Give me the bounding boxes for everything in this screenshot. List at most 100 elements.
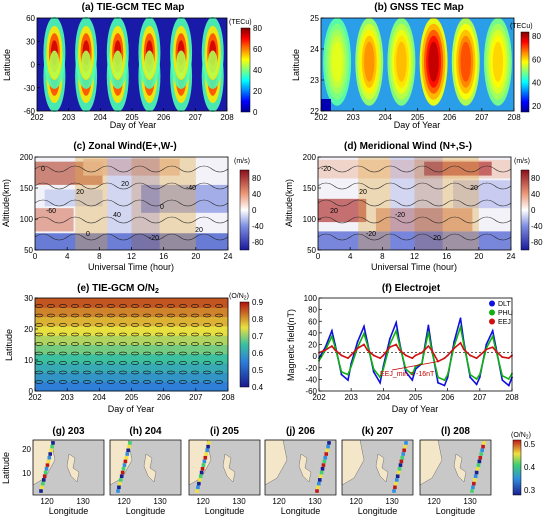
map-track-point [201, 463, 206, 467]
on2-contour [179, 323, 187, 327]
on2-contour [143, 342, 151, 346]
map-xlabel: Longitude [205, 506, 245, 516]
series-point-dlt [501, 379, 504, 381]
map-track-point [326, 444, 330, 449]
series-point-eej [411, 357, 414, 360]
panel-b-title: (b) GNSS TEC Map [374, 2, 463, 13]
series-point-phu [459, 326, 462, 328]
on2-contour [143, 370, 151, 375]
map-track-point [39, 489, 43, 493]
panel-e-colorbar-ticks: 0.9 0.8 0.7 0.6 0.5 0.4 [252, 298, 264, 392]
series-point-dlt [372, 370, 375, 373]
map-track-point [122, 463, 127, 467]
on2-contour [35, 332, 43, 337]
map-track-point [202, 459, 207, 464]
series-point-phu [491, 335, 494, 338]
on2-contour [47, 361, 55, 365]
map-track-point [49, 448, 53, 453]
panel-e-x-tick-label: 207 [189, 393, 203, 402]
c-cbar-tick-label: -40 [252, 222, 264, 231]
on2-contour [131, 342, 139, 346]
on2-contour [47, 313, 55, 318]
on2-contour [179, 380, 187, 384]
map-x-tick-label: 120 [117, 497, 131, 506]
series-point-dlt [459, 317, 462, 320]
on2-contour [131, 304, 139, 308]
series-point-eej [478, 354, 481, 357]
panel-f-x-tick-label: 206 [441, 393, 455, 402]
d-wind-band [318, 231, 511, 250]
legend-label-eej: EEJ [498, 319, 511, 326]
on2-contour [119, 370, 127, 375]
panel-e-cbar-tick-label: 0.9 [252, 298, 264, 307]
c-x-tick-label: 4 [65, 252, 70, 261]
on2-contour [83, 361, 91, 365]
on2-contour [155, 370, 163, 375]
panel-f-xlabel: Day of Year [392, 404, 439, 414]
panel-b-y-tick-label: 24 [310, 45, 319, 54]
series-point-phu [347, 373, 349, 376]
on2-contour [59, 351, 67, 356]
on2-contour [119, 342, 127, 346]
map-track-point [394, 481, 398, 486]
on2-contour [155, 304, 163, 308]
c-contour [34, 165, 229, 173]
on2-band [35, 335, 228, 345]
on2-contour [155, 351, 163, 356]
c-contour-label: 20 [121, 181, 129, 188]
panel-a-heatmap [43, 16, 224, 113]
annotation-arrow [391, 361, 439, 371]
panel-c-cbar-unit: (m/s) [234, 158, 250, 165]
panel-b-cbar-tick-label: 20 [532, 102, 541, 111]
panel-f-y-tick-label: -20 [305, 364, 317, 373]
on2-contour [119, 332, 127, 337]
series-point-eej [379, 357, 382, 360]
c-x-tick-label: 16 [159, 252, 168, 261]
on2-contour [71, 313, 79, 318]
on2-contour [167, 323, 175, 327]
panel-f-y-tick-label: -60 [305, 387, 317, 396]
panel-a-cbar-tick-label: 0 [253, 108, 258, 117]
map-track-point [472, 481, 476, 486]
on2-contour [107, 370, 115, 375]
d-contour-label: -20 [366, 231, 376, 238]
d-contour [317, 182, 512, 190]
c-wind-band [44, 189, 103, 207]
on2-contour [191, 323, 199, 327]
map-x-tick-label: 130 [76, 497, 90, 506]
map-subtitle: (g) 203 [52, 426, 85, 437]
panel-f-ticks: 202 203 204 205 206 207 208 100 80 60 40 20 0 -20 -40 -… [304, 294, 520, 402]
on2-contour [155, 323, 163, 327]
d-wind-band [375, 208, 473, 232]
map-track-point [204, 452, 209, 456]
map-track-point [124, 455, 129, 460]
on2-contour [95, 351, 103, 356]
map-track-point [195, 489, 199, 493]
map-x-tick-label: 120 [196, 497, 210, 506]
on2-contour [71, 342, 79, 346]
on2-contour [71, 361, 79, 365]
on2-contour [35, 370, 43, 375]
map-track-point [394, 478, 399, 482]
series-point-phu [340, 370, 343, 373]
c-y-tick-label: 50 [24, 246, 33, 255]
panel-a-x-tick-label: 205 [125, 113, 139, 122]
map-subtitle: (j) 206 [286, 426, 315, 437]
on2-contour [131, 380, 139, 384]
on2-contour [203, 380, 211, 384]
series-point-phu [411, 373, 414, 376]
panel-e-cbar-tick-label: 0.6 [252, 349, 264, 358]
on2-contour [119, 380, 127, 384]
on2-band [35, 381, 228, 392]
maps-cbar-tick-label: 0.3 [524, 486, 536, 495]
map-track-point [118, 481, 122, 486]
series-point-phu [398, 343, 401, 346]
tec-trough [49, 50, 60, 79]
on2-contour [191, 361, 199, 365]
panel-a-x-tick-label: 206 [157, 113, 171, 122]
panel-a-cbar-tick-label: 20 [253, 87, 262, 96]
series-point-eej [347, 357, 349, 360]
panel-a-x-tick-label: 204 [94, 113, 108, 122]
d-x-tick-label: 4 [348, 252, 353, 261]
d-y-tick-label: 150 [303, 184, 317, 193]
